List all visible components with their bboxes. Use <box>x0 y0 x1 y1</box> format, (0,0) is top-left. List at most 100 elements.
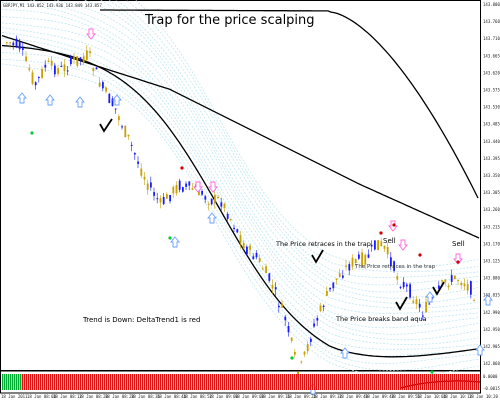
up-arrow-icon <box>483 294 493 306</box>
indicator-bar <box>224 374 226 390</box>
time-axis-label: 18 Jan 09:08 <box>235 394 264 399</box>
indicator-bar <box>30 374 32 390</box>
indicator-bar <box>330 374 332 390</box>
candle-body <box>326 290 328 296</box>
indicator-bar <box>180 374 182 390</box>
indicator-bar <box>332 374 334 390</box>
indicator-bar <box>72 374 74 390</box>
indicator-bar <box>74 374 76 390</box>
indicator-bar <box>32 374 34 390</box>
candle-body <box>79 57 82 60</box>
candle-body <box>41 68 43 78</box>
price-axis-label: 143.260 <box>483 207 500 212</box>
candle-body <box>31 72 34 84</box>
candle-body <box>50 60 53 66</box>
time-axis-label: 18 Jan 10:20 <box>469 394 498 399</box>
time-axis-label: 18 Jan 08:12 <box>53 394 82 399</box>
aqua-band-line <box>1 9 479 321</box>
indicator-bar <box>106 374 108 390</box>
candle-body <box>425 301 427 313</box>
candle-body <box>175 184 178 194</box>
candle-body <box>169 195 171 202</box>
candle-body <box>249 245 251 250</box>
indicator-bar <box>438 374 440 390</box>
candle-body <box>137 161 139 164</box>
aqua-band-line <box>53 0 479 304</box>
indicator-bar <box>464 374 466 390</box>
indicator-bar <box>474 374 476 390</box>
candle-body <box>470 281 472 295</box>
indicator-bar <box>142 374 144 390</box>
indicator-bar <box>340 374 342 390</box>
candle-body <box>223 203 226 208</box>
indicator-bar <box>402 374 404 390</box>
candle-body <box>82 56 85 63</box>
candle-body <box>15 38 18 47</box>
indicator-bar <box>270 374 272 390</box>
time-axis-label: 18 Jan 09:56 <box>391 394 420 399</box>
indicator-bar <box>24 374 26 390</box>
indicator-bar <box>432 374 434 390</box>
indicator-bar <box>12 374 14 390</box>
candle-body <box>118 116 120 121</box>
candle-body <box>329 287 331 290</box>
indicator-bar <box>184 374 186 390</box>
aqua-band-line <box>1 22 479 335</box>
indicator-bar <box>478 374 480 390</box>
up-arrow-icon <box>75 96 85 108</box>
indicator-bar <box>8 374 10 390</box>
signal-dot-red <box>392 223 396 227</box>
candle-body <box>156 198 159 200</box>
indicator-bar <box>392 374 394 390</box>
time-axis-label: 18 Jan 08:44 <box>157 394 186 399</box>
indicator-bar <box>46 374 48 390</box>
indicator-bar <box>388 374 390 390</box>
candle-body <box>182 187 184 192</box>
indicator-bar <box>40 374 42 390</box>
candle-body <box>210 198 213 205</box>
indicator-bar <box>170 374 172 390</box>
indicator-bar <box>448 374 450 390</box>
indicator-bar <box>264 374 266 390</box>
indicator-bar <box>88 374 90 390</box>
indicator-bar <box>342 374 344 390</box>
indicator-bar <box>186 374 188 390</box>
indicator-bar <box>202 374 204 390</box>
indicator-bar <box>42 374 44 390</box>
time-axis-label: 18 Jan 09:48 <box>365 394 394 399</box>
indicator-bar <box>78 374 80 390</box>
indicator-bar <box>68 374 70 390</box>
candle-body <box>76 56 79 66</box>
candle-body <box>18 42 21 50</box>
candle-body <box>89 51 91 54</box>
up-arrow-icon <box>475 344 485 356</box>
time-axis-label: 18 Jan 09:00 <box>209 394 238 399</box>
indicator-bar <box>210 374 212 390</box>
sell-label-2: Sell <box>452 240 465 248</box>
indicator-bar <box>52 374 54 390</box>
indicator-bar <box>146 374 148 390</box>
indicator-bar <box>90 374 92 390</box>
candle-body <box>447 285 450 288</box>
indicator-bar <box>172 374 174 390</box>
indicator-bar <box>452 374 454 390</box>
candle-body <box>415 299 418 305</box>
indicator-bar <box>380 374 382 390</box>
candle-body <box>130 144 133 146</box>
candle-body <box>262 268 264 270</box>
indicator-bar <box>254 374 256 390</box>
indicator-bar <box>328 374 330 390</box>
indicator-bar <box>246 374 248 390</box>
indicator-bar <box>336 374 338 390</box>
candle-body <box>466 283 469 291</box>
indicator-bar <box>410 374 412 390</box>
candle-body <box>66 70 69 72</box>
candle-body <box>354 259 357 263</box>
price-axis-label: 143.350 <box>483 173 500 178</box>
sell-label-1: Sell <box>383 237 396 245</box>
retrace-label-2: The Price retraces in the trap <box>354 264 436 270</box>
indicator-bar <box>102 374 104 390</box>
candle-body <box>28 68 31 71</box>
candle-body <box>233 227 235 229</box>
indicator-bar <box>396 374 398 390</box>
